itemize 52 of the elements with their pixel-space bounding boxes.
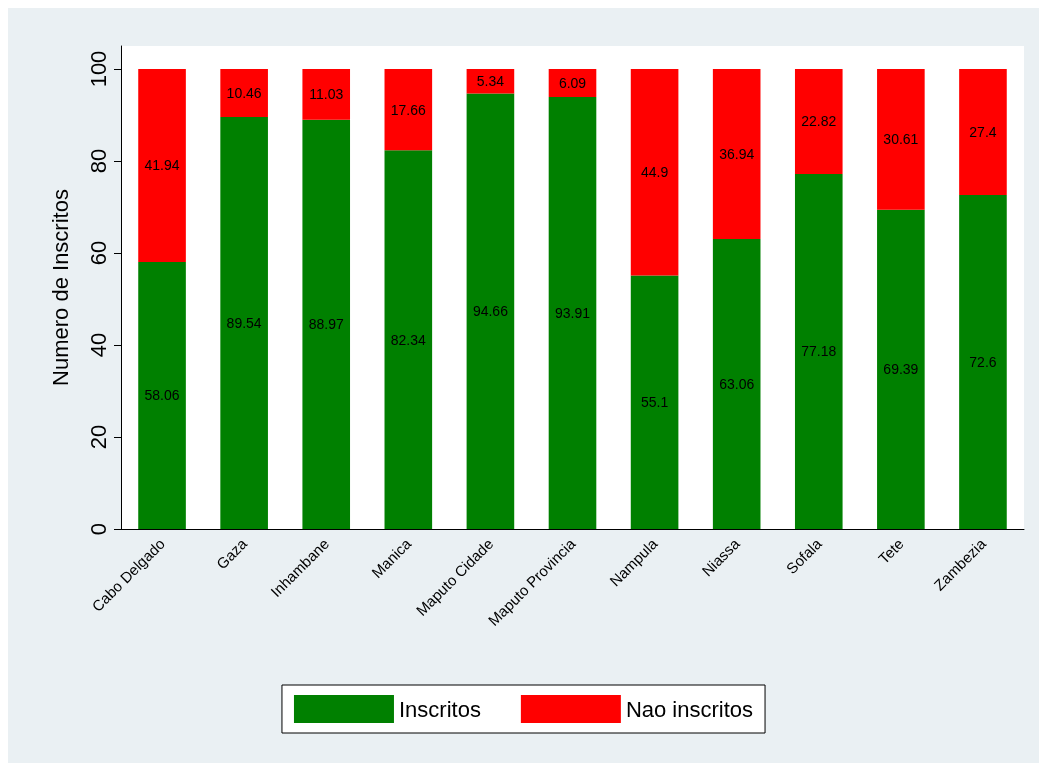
y-tick-label: 0 [85, 522, 111, 536]
y-tick-label: 80 [85, 148, 111, 174]
data-label: 82.34 [390, 331, 427, 348]
y-tick-label: 40 [85, 332, 111, 358]
data-label: 93.91 [554, 305, 591, 322]
x-tick-label: Tete [874, 534, 907, 568]
data-label: 22.82 [801, 113, 837, 130]
bar [384, 69, 433, 151]
bar [630, 275, 679, 529]
y-tick-label: 60 [85, 240, 111, 266]
data-label: 5.34 [476, 73, 505, 90]
bar [302, 119, 351, 529]
data-label: 44.9 [640, 164, 669, 181]
data-label: 89.54 [226, 315, 262, 332]
data-label: 17.66 [390, 101, 427, 118]
legend-label: Nao inscritos [625, 696, 754, 722]
data-label: 11.03 [309, 86, 344, 103]
data-label: 55.1 [640, 394, 669, 411]
bar [138, 69, 186, 262]
data-label: 58.06 [144, 387, 180, 404]
data-label: 10.46 [226, 85, 262, 102]
bar [220, 69, 268, 118]
data-label: 30.61 [883, 131, 919, 148]
legend-label: Inscritos [398, 696, 481, 722]
data-label: 88.97 [308, 316, 344, 333]
bar [302, 69, 351, 120]
bar [877, 209, 925, 529]
y-axis-title: Numero de Inscritos [47, 189, 73, 386]
data-label: 77.18 [801, 343, 837, 360]
data-label: 6.09 [558, 75, 587, 92]
data-label: 41.94 [144, 157, 180, 174]
bar [712, 238, 761, 529]
bar [794, 173, 843, 529]
data-label: 63.06 [719, 375, 755, 392]
bar [466, 93, 515, 529]
bar [877, 69, 925, 210]
bar [220, 117, 268, 529]
y-tick-label: 100 [85, 50, 111, 88]
data-label: 94.66 [472, 303, 509, 320]
data-label: 69.39 [883, 361, 919, 378]
bar [794, 69, 843, 174]
data-label: 72.6 [969, 354, 997, 371]
bar [384, 150, 433, 529]
bar [138, 261, 186, 529]
y-tick-label: 20 [85, 424, 111, 450]
bar [630, 69, 679, 276]
bar [712, 69, 761, 239]
data-label: 27.4 [969, 124, 997, 141]
bar [959, 69, 1007, 196]
data-label: 36.94 [719, 145, 755, 162]
bar [959, 195, 1007, 529]
bar [548, 97, 597, 529]
